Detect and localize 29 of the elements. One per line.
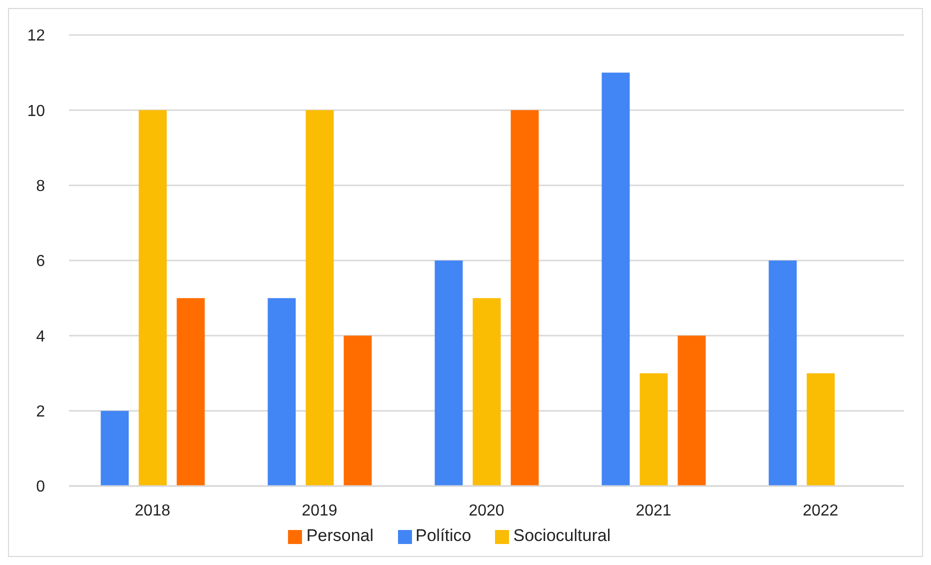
bar [768, 260, 797, 486]
bar [472, 298, 501, 486]
x-tick-label: 2018 [134, 502, 170, 520]
bar [678, 336, 706, 486]
bar [138, 110, 167, 486]
y-tick-label: 4 [36, 328, 46, 346]
y-tick-label: 2 [36, 404, 46, 421]
y-tick-label: 10 [27, 102, 46, 120]
bar [344, 336, 372, 486]
y-tick-label: 6 [36, 253, 46, 270]
bar [176, 298, 205, 486]
y-tick-label: 8 [36, 178, 46, 196]
x-tick-label: 2022 [802, 502, 838, 520]
bar [100, 410, 129, 486]
legend-label: Sociocultural [513, 526, 611, 545]
bar [268, 298, 296, 486]
bar [640, 373, 668, 486]
y-tick-label: 12 [27, 28, 46, 45]
x-tick-label: 2021 [636, 502, 672, 520]
x-tick-label: 2020 [468, 502, 504, 520]
bar [602, 72, 630, 486]
bar [510, 110, 539, 486]
bar [806, 373, 835, 486]
y-tick-label: 0 [36, 478, 46, 496]
bar [434, 260, 463, 486]
legend-label: Personal [306, 526, 374, 545]
legend-label: Político [416, 526, 472, 545]
x-tick-label: 2019 [302, 502, 338, 520]
bar [306, 110, 334, 486]
